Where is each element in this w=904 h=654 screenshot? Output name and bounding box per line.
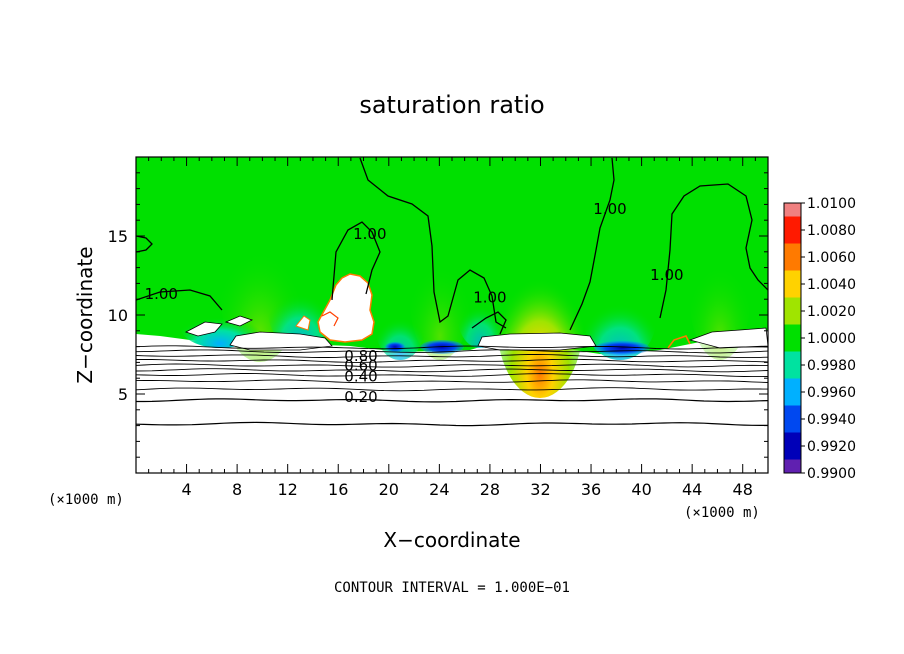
plot-area: [136, 157, 768, 473]
colorbar-label: 1.0040: [807, 277, 856, 293]
contour-labels: 1.00 1.00 1.00 1.00 1.00 0.800.600.40 0.20: [145, 200, 684, 406]
stable-layer-contour-line: [136, 363, 768, 368]
x-tick-label: 44: [682, 480, 702, 499]
x-tick-label: 48: [733, 480, 753, 499]
subsaturation-region: [584, 280, 656, 360]
saturation-contour: [359, 157, 507, 329]
x-tick-label: 32: [530, 480, 550, 499]
colorbar-swatch: [784, 392, 801, 406]
contour-label: 0.60: [344, 356, 377, 374]
stable-layer-contour-line: [136, 368, 768, 373]
contour-label: 0.40: [344, 367, 377, 385]
x-tick-label: 16: [328, 480, 348, 499]
colorbar-label: 1.0020: [807, 304, 856, 320]
stable-layer-contour-line: [136, 398, 768, 403]
colorbar-swatch: [784, 405, 801, 420]
colorbar-swatch: [784, 324, 801, 339]
contour-label: 0.20: [344, 388, 377, 406]
saturation-contour: [659, 183, 768, 319]
x-axis-label: X−coordinate: [383, 528, 520, 552]
contour-label: 0.80: [344, 347, 377, 365]
saturation-contour: [331, 221, 381, 301]
colorbar-swatch: [784, 432, 801, 447]
contour-label: 1.00: [473, 288, 506, 306]
stable-layer-contour-line: [136, 379, 768, 384]
stable-layer-contour-line: [136, 354, 768, 359]
x-axis: 4 8 12 16 20 24 28 32 36 40 44 48: [148, 157, 756, 499]
colorbar-swatch: [784, 230, 801, 244]
colorbar-swatch: [784, 216, 801, 231]
x-unit-right: (×1000 m): [684, 505, 760, 521]
colorbar-swatch: [784, 297, 801, 312]
saturation-contour: [471, 311, 507, 335]
contour-interval-note: CONTOUR INTERVAL = 1.000E−01: [334, 580, 570, 596]
x-tick-label: 8: [232, 480, 242, 499]
deep-subsaturation: [385, 342, 405, 352]
colorbar-label: 1.0060: [807, 250, 856, 266]
cloud-region: [317, 273, 375, 343]
colorbar-label: 0.9900: [807, 466, 856, 482]
subsaturation-region: [458, 288, 502, 348]
x-tick-label: 24: [429, 480, 449, 499]
stable-layer-contour-line: [136, 345, 768, 350]
saturation-contour: [569, 157, 615, 331]
y-tick-label: 5: [118, 385, 128, 404]
stable-layer-contour-line: [136, 421, 768, 427]
colorbar-label: 0.9920: [807, 439, 856, 455]
cloud-region: [229, 331, 333, 351]
colorbar-swatch: [784, 351, 801, 366]
colorbar-swatch: [784, 257, 801, 271]
colorbar-swatch: [784, 378, 801, 393]
stable-layer-contour-line: [136, 349, 768, 354]
colorbar-label: 1.0000: [807, 331, 856, 347]
stable-layer-contour-line: [136, 387, 768, 392]
x-tick-label: 4: [181, 480, 191, 499]
contour-label: 1.00: [353, 225, 386, 243]
saturation-contour: [136, 289, 223, 311]
subsaturation-region: [268, 270, 332, 350]
colorbar-swatch: [784, 243, 801, 258]
colorbar: 1.0100 1.0080 1.0060 1.0040 1.0020 1.0000 0.99…: [783, 196, 856, 482]
x-tick-label: 20: [379, 480, 399, 499]
colorbar-swatch: [784, 365, 801, 379]
colorbar-label: 1.0100: [807, 196, 856, 212]
colorbar-swatch: [784, 419, 801, 433]
supersaturation-core: [496, 238, 584, 398]
colorbar-label: 0.9940: [807, 412, 856, 428]
colorbar-swatch: [784, 284, 801, 298]
x-unit-left: (×1000 m): [48, 492, 124, 508]
cloud-region: [184, 321, 223, 337]
moist-plume: [410, 240, 470, 360]
saturation-contour: [136, 235, 153, 253]
x-tick-label: 12: [278, 480, 298, 499]
contour-label: 1.00: [593, 200, 626, 218]
colorbar-swatch: [784, 270, 801, 285]
colorbar-swatch: [784, 338, 801, 352]
cloud-region: [295, 315, 311, 331]
colorbar-swatch: [784, 446, 801, 460]
y-axis-label: Z−coordinate: [73, 246, 97, 383]
y-axis: 5 10 15: [108, 172, 768, 458]
stable-layer-contour-line: [136, 373, 768, 378]
colorbar-label: 1.0080: [807, 223, 856, 239]
y-tick-label: 15: [108, 227, 128, 246]
x-tick-label: 40: [631, 480, 651, 499]
colorbar-swatch: [784, 459, 801, 474]
cloud-edge: [667, 335, 691, 349]
x-tick-label: 28: [480, 480, 500, 499]
colorbar-swatch: [784, 203, 801, 217]
chart-title: saturation ratio: [359, 91, 544, 119]
y-tick-label: 10: [108, 306, 128, 325]
colorbar-label: 0.9980: [807, 358, 856, 374]
stable-layer-contour-line: [136, 358, 768, 363]
contour-label: 1.00: [145, 285, 178, 303]
stable-layer-contours: [136, 345, 768, 427]
cloud-region: [224, 315, 254, 327]
x-tick-label: 36: [581, 480, 601, 499]
cloud-edge: [321, 311, 339, 327]
colorbar-swatch: [784, 311, 801, 325]
colorbar-label: 0.9960: [807, 385, 856, 401]
contour-label: 1.00: [650, 266, 683, 284]
